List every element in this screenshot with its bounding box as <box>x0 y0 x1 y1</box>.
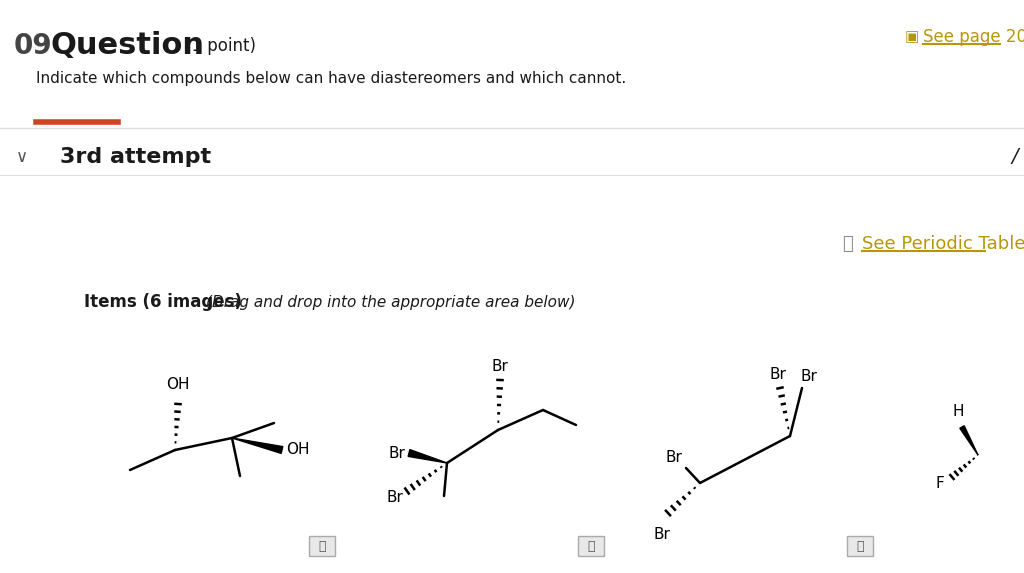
Text: Br: Br <box>770 367 786 382</box>
Text: 3rd attempt: 3rd attempt <box>60 147 211 167</box>
Polygon shape <box>959 426 978 455</box>
Text: ▣: ▣ <box>905 29 920 45</box>
Text: 09: 09 <box>14 32 52 60</box>
Text: Br: Br <box>666 450 682 465</box>
Text: Br: Br <box>386 489 403 504</box>
Bar <box>847 536 873 556</box>
Text: Br: Br <box>388 445 406 461</box>
Text: OH: OH <box>166 377 189 392</box>
Text: ⤢: ⤢ <box>318 540 326 552</box>
Bar <box>309 536 335 556</box>
Text: /: / <box>1012 147 1018 167</box>
Bar <box>578 536 604 556</box>
Text: F: F <box>935 476 944 490</box>
Text: Br: Br <box>492 359 509 374</box>
Text: (1 point): (1 point) <box>185 37 256 55</box>
Text: (Drag and drop into the appropriate area below): (Drag and drop into the appropriate area… <box>206 295 575 309</box>
Polygon shape <box>409 450 447 463</box>
Text: ⤢: ⤢ <box>856 540 864 552</box>
Text: ⤢: ⤢ <box>587 540 595 552</box>
Text: 📊: 📊 <box>842 235 853 253</box>
Text: See Periodic Table: See Periodic Table <box>862 235 1024 253</box>
Text: H: H <box>952 404 964 419</box>
Text: Br: Br <box>800 369 817 384</box>
Text: Indicate which compounds below can have diastereomers and which cannot.: Indicate which compounds below can have … <box>36 72 627 87</box>
Text: ∨: ∨ <box>16 148 28 166</box>
Text: See page 206: See page 206 <box>923 28 1024 46</box>
Text: OH: OH <box>286 442 309 457</box>
Text: Question: Question <box>50 32 204 61</box>
Text: Items (6 images): Items (6 images) <box>84 293 242 311</box>
Polygon shape <box>232 438 283 453</box>
Text: Br: Br <box>653 527 671 542</box>
